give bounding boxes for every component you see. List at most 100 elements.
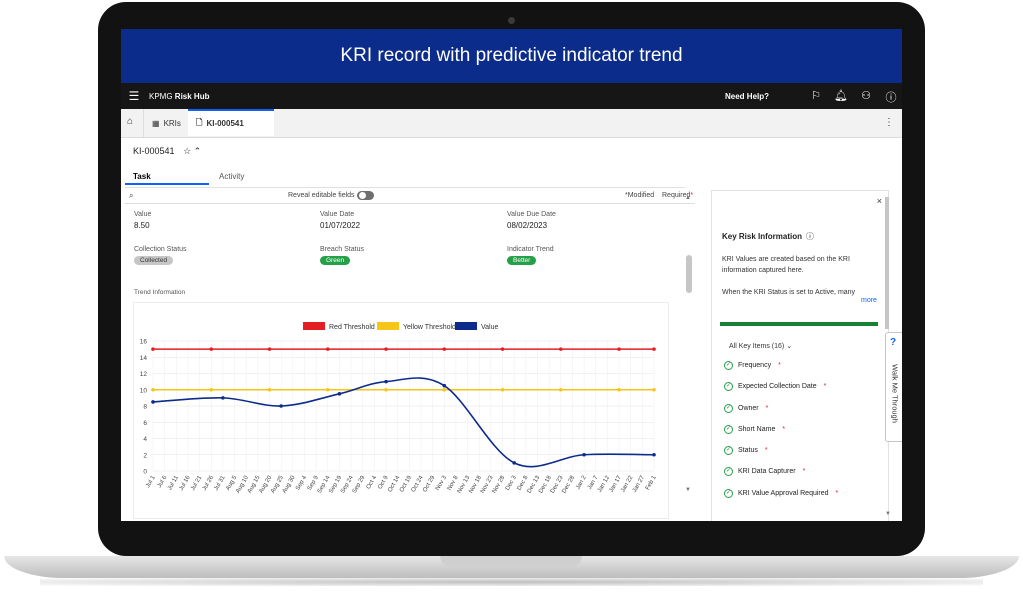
form-scrollbar[interactable]: ▲ ▼: [685, 195, 693, 495]
legend-swatch: [303, 322, 325, 330]
key-risk-panel: × Key Risk Information ⓘ KRI Values are c…: [711, 190, 891, 521]
data-point-value: [442, 383, 447, 388]
list-item[interactable]: ✓ Expected Collection Date *: [724, 382, 838, 404]
x-tick-label: Sep 29: [352, 474, 367, 494]
panel-note: When the KRI Status is set to Active, ma…: [722, 289, 856, 296]
home-icon[interactable]: ⌂: [126, 116, 134, 127]
all-key-items-dropdown[interactable]: All Key Items (16) ⌄: [729, 342, 792, 350]
info-icon[interactable]: ⓘ: [806, 232, 815, 241]
data-point-red-threshold: [267, 347, 272, 351]
scrollbar-thumb[interactable]: [686, 255, 692, 293]
check-circle-icon: ✓: [724, 424, 733, 434]
list-item[interactable]: ✓ Status *: [724, 446, 838, 468]
data-point-red-threshold: [558, 347, 563, 351]
check-circle-icon: ✓: [724, 382, 733, 392]
field-indicator-trend: Indicator Trend Better: [507, 246, 554, 265]
data-point-value: [337, 392, 342, 396]
y-tick-label: 0: [143, 469, 147, 476]
item-label: Frequency: [738, 362, 772, 369]
x-tick-label: Jul 6: [157, 474, 169, 489]
x-tick-label: Nov 28: [492, 474, 507, 494]
field-value-due-date: Value Due Date 08/02/2023: [507, 211, 556, 230]
laptop-notch: [440, 556, 582, 566]
data-point-yellow-threshold: [558, 387, 563, 392]
brand-prefix: KPMG: [149, 91, 173, 101]
walk-me-through-tab[interactable]: ? Walk Me Through: [885, 332, 902, 442]
series-line-value: [152, 377, 655, 468]
data-point-value: [279, 404, 283, 408]
need-help-link[interactable]: Need Help?: [725, 92, 770, 101]
legend-label: Value: [481, 324, 498, 331]
panel-title-text: Key Risk Information: [722, 232, 803, 241]
tab-kris[interactable]: ▦ KRIs: [143, 109, 189, 137]
tab-kris-label: KRIs: [163, 118, 181, 128]
y-tick-label: 16: [140, 339, 148, 346]
field-due-date-value[interactable]: 08/02/2023: [507, 221, 548, 230]
collection-status-label: Collection Status: [134, 246, 187, 253]
signpost-icon[interactable]: ⚐: [811, 90, 821, 102]
field-due-date-label: Value Due Date: [507, 211, 556, 218]
tab-record-label: KI-000541: [206, 119, 244, 128]
x-tick-label: Dec 28: [561, 474, 576, 494]
data-point-yellow-threshold: [267, 387, 272, 392]
y-tick-label: 10: [140, 387, 148, 394]
y-tick-label: 6: [143, 420, 147, 427]
overflow-menu-icon[interactable]: ⋮: [884, 117, 894, 128]
scroll-down-icon[interactable]: ▼: [685, 487, 691, 493]
list-item[interactable]: ✓ Frequency *: [724, 361, 838, 383]
panel-scrollbar[interactable]: [885, 197, 889, 329]
panel-title: Key Risk Information ⓘ: [722, 231, 814, 242]
tab-activity[interactable]: Activity: [219, 172, 245, 181]
more-link[interactable]: more: [861, 297, 877, 304]
data-point-yellow-threshold: [325, 387, 330, 392]
list-item[interactable]: ✓ KRI Value Approval Required *: [724, 488, 838, 511]
legend-label: Red Threshold: [329, 324, 375, 331]
user-icon[interactable]: ⚇: [861, 90, 871, 102]
close-icon[interactable]: ×: [876, 196, 882, 206]
required-star: *: [823, 383, 827, 391]
scroll-up-icon[interactable]: ▲: [685, 195, 691, 201]
chevron-up-icon[interactable]: ⌃: [193, 146, 202, 156]
breach-status-badge: Green: [320, 256, 351, 265]
scroll-down-icon[interactable]: ▼: [885, 511, 891, 517]
item-label: Owner: [738, 404, 759, 412]
walk-me-through-label: Walk Me Through: [890, 364, 900, 423]
list-item[interactable]: ✓ Short Name *: [724, 424, 838, 447]
data-point-yellow-threshold: [617, 387, 621, 392]
field-value-value[interactable]: 8.50: [134, 221, 150, 230]
indicator-trend-badge: Better: [507, 256, 537, 265]
list-item[interactable]: ✓ KRI Data Capturer *: [724, 467, 838, 489]
item-label: Short Name: [738, 425, 776, 433]
brand-name: Risk Hub: [174, 91, 210, 101]
favorite-star-icon[interactable]: ☆: [183, 146, 192, 156]
list-item[interactable]: ✓ Owner *: [724, 403, 838, 426]
x-tick-label: Oct 29: [422, 474, 436, 493]
data-point-yellow-threshold: [209, 387, 214, 392]
data-point-value: [582, 452, 586, 457]
check-circle-icon: ✓: [724, 403, 733, 413]
modified-legend: *Modified: [625, 192, 655, 199]
field-value-label: Value: [134, 211, 152, 218]
field-value: Value 8.50: [134, 211, 151, 230]
data-point-value: [151, 400, 155, 404]
tab-task[interactable]: Task: [125, 169, 209, 185]
table-icon: ▦: [152, 118, 160, 128]
reveal-fields-label: Reveal editable fields: [288, 192, 355, 199]
indicator-trend-label: Indicator Trend: [507, 246, 554, 253]
data-point-red-threshold: [442, 347, 447, 351]
menu-icon[interactable]: ☰: [128, 89, 140, 103]
bell-icon[interactable]: 🔔︎: [834, 90, 848, 102]
field-value-date-value[interactable]: 01/07/2022: [320, 221, 361, 230]
data-point-red-threshold: [209, 347, 214, 351]
search-icon[interactable]: ⌕: [129, 191, 134, 200]
banner-title: KRI record with predictive indicator tre…: [121, 29, 902, 83]
app-brand[interactable]: KPMG Risk Hub: [149, 92, 209, 101]
help-icon[interactable]: ⓘ: [885, 92, 897, 104]
reveal-fields-toggle[interactable]: [357, 191, 374, 200]
question-icon: ?: [890, 337, 897, 348]
field-value-date: Value Date 01/07/2022: [320, 211, 360, 230]
breach-status-label: Breach Status: [320, 246, 364, 253]
field-value-date-label: Value Date: [320, 211, 355, 218]
tab-record[interactable]: 🗋 KI-000541: [188, 109, 274, 136]
